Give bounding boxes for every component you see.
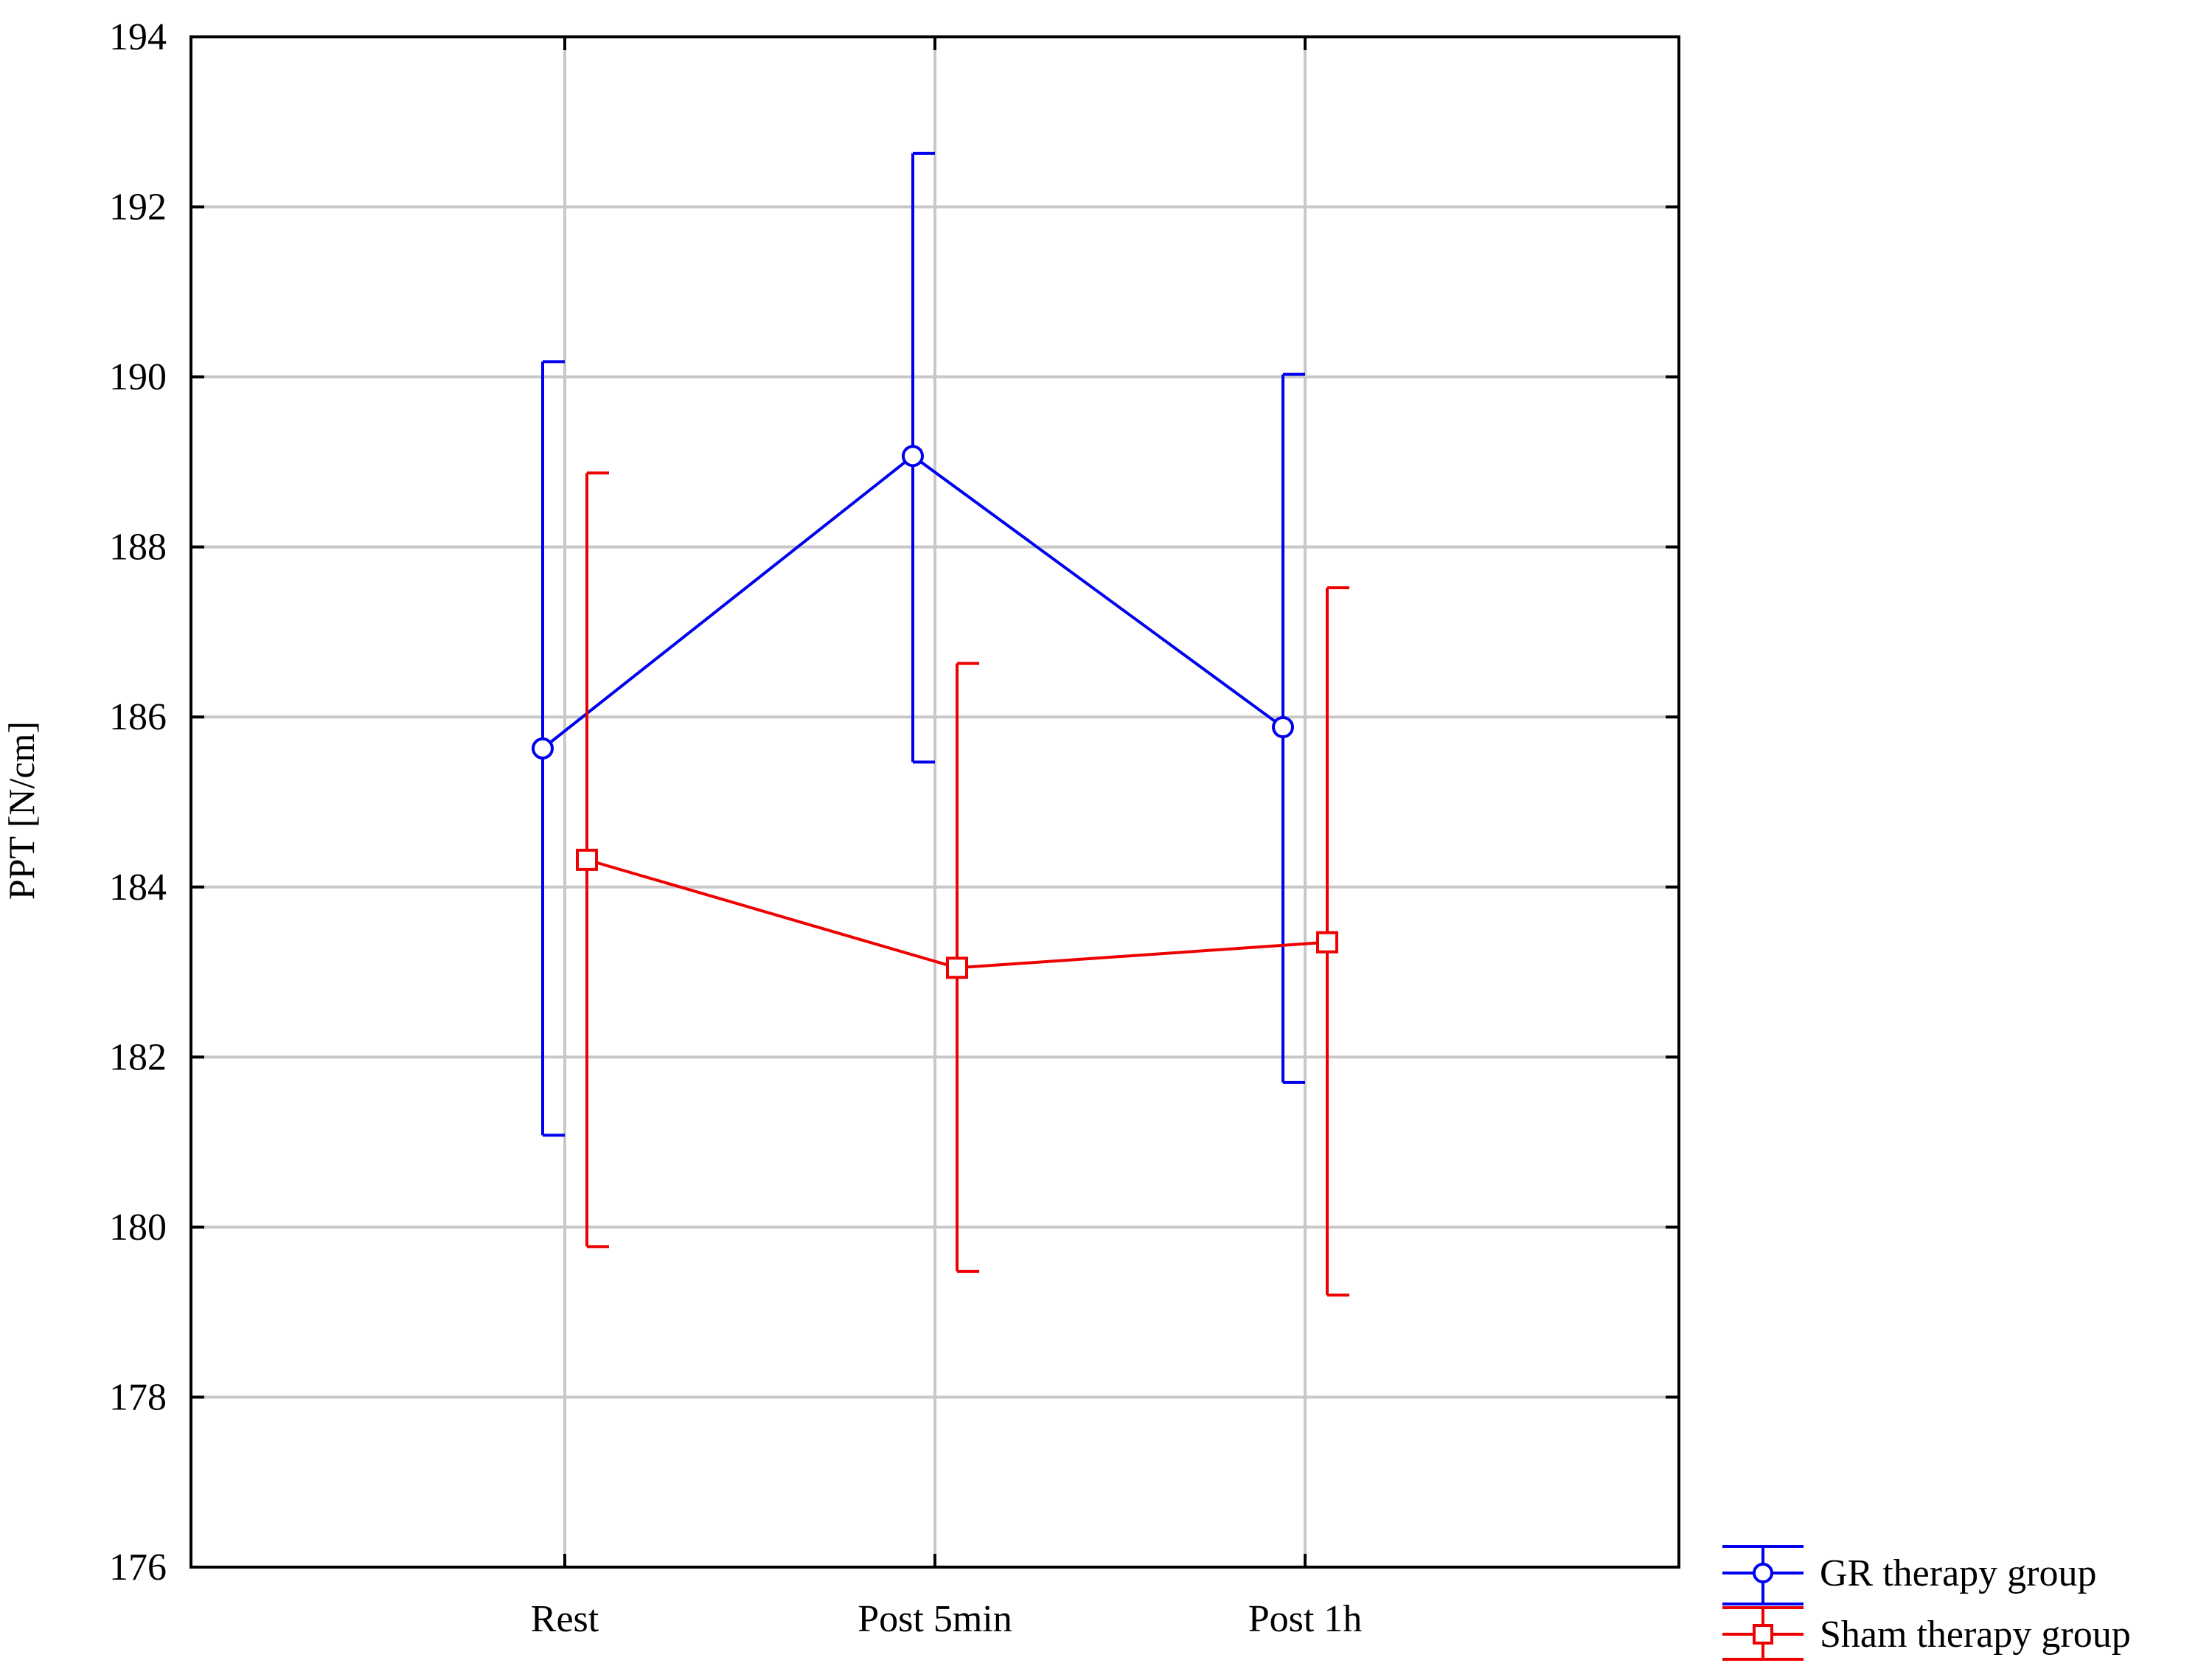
data-point — [576, 848, 598, 871]
legend-entry-1: Sham therapy group — [1722, 1606, 2131, 1661]
legend: GR therapy group Sham therapy group — [1722, 1545, 2131, 1661]
series-1 — [576, 471, 1349, 1297]
x-tick-label: Rest — [531, 1598, 599, 1640]
legend-marker — [1753, 1624, 1773, 1645]
legend-entry-0: GR therapy group — [1722, 1545, 2096, 1605]
plot-frame — [189, 35, 1680, 1569]
y-axis-label: PPT [N/cm] — [1, 721, 42, 900]
data-point — [532, 737, 554, 760]
grid-lines — [191, 37, 1679, 1567]
y-tick-label: 188 — [109, 527, 167, 569]
data-point — [902, 445, 924, 468]
legend-label: GR therapy group — [1820, 1552, 2096, 1594]
x-tick-label: Post 1h — [1248, 1598, 1363, 1640]
y-tick-label: 186 — [109, 696, 167, 738]
series-0 — [532, 151, 1305, 1137]
y-tick-label: 190 — [109, 356, 167, 398]
legend-marker — [1753, 1563, 1773, 1583]
plot-area — [532, 151, 1349, 1297]
y-tick-label: 176 — [109, 1546, 167, 1589]
data-point — [1316, 931, 1338, 954]
x-tick-label: Post 5min — [858, 1598, 1012, 1640]
data-point — [1272, 716, 1294, 739]
y-tick-label: 178 — [109, 1376, 167, 1418]
y-tick-label: 192 — [109, 187, 167, 229]
y-tick-label: 184 — [109, 867, 167, 909]
y-tick-label: 182 — [109, 1036, 167, 1078]
y-tick-label: 194 — [109, 16, 167, 58]
data-point — [946, 956, 968, 979]
legend-label: Sham therapy group — [1820, 1614, 2131, 1656]
axes: 176 178 180 182 184 186 188 190 192 194 Rest Post 5… — [109, 16, 1680, 1640]
y-tick-label: 180 — [109, 1206, 167, 1249]
